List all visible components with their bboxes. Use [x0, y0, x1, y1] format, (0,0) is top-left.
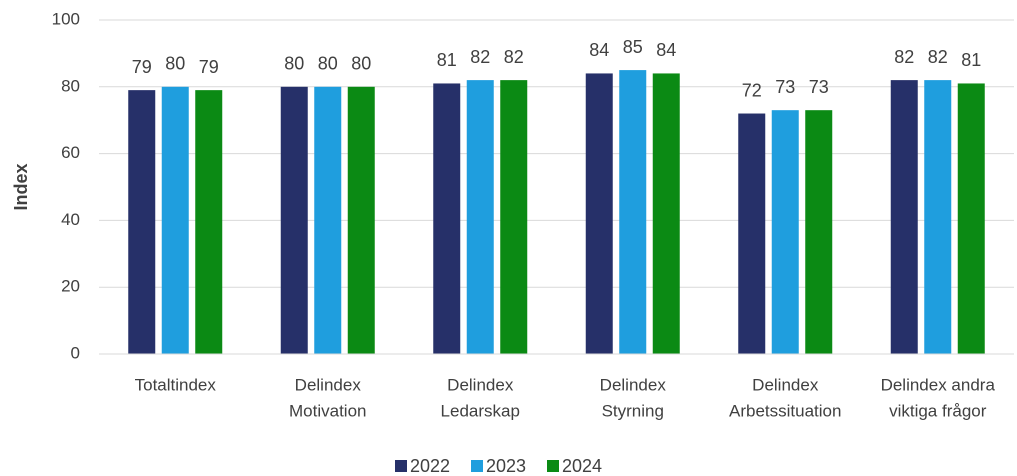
bar: [957, 83, 985, 355]
legend-swatch: [395, 460, 407, 472]
legend-swatch: [547, 460, 559, 472]
data-label: 79: [199, 57, 219, 77]
y-tick-label: 80: [61, 76, 80, 95]
bar: [771, 110, 799, 355]
bar: [347, 86, 375, 355]
x-tick-label: Ledarskap: [441, 401, 520, 420]
bar: [652, 73, 680, 354]
bar: [500, 80, 528, 355]
data-label: 82: [894, 47, 914, 67]
x-tick-label: Delindex: [447, 375, 514, 394]
y-tick-label: 60: [61, 143, 80, 162]
x-tick-label: Motivation: [289, 401, 366, 420]
bar: [161, 86, 189, 355]
data-label: 84: [589, 40, 609, 60]
bar: [280, 86, 308, 355]
data-label: 80: [165, 54, 185, 74]
data-label: 82: [470, 47, 490, 67]
data-label: 72: [742, 80, 762, 100]
legend-label: 2024: [562, 456, 602, 476]
x-tick-label: Delindex: [600, 375, 667, 394]
data-label: 82: [928, 47, 948, 67]
x-tick-label: Delindex: [752, 375, 819, 394]
y-axis-title: Index: [11, 163, 31, 210]
bar: [128, 90, 156, 354]
legend-label: 2023: [486, 456, 526, 476]
x-tick-label: Totaltindex: [135, 375, 217, 394]
x-tick-label: Arbetssituation: [729, 401, 841, 420]
bar: [805, 110, 833, 355]
bar: [195, 90, 223, 354]
y-tick-label: 100: [52, 9, 80, 28]
data-label: 79: [132, 57, 152, 77]
data-label: 81: [961, 50, 981, 70]
bar: [314, 86, 342, 355]
x-tick-label: Delindex: [295, 375, 362, 394]
bar: [433, 83, 461, 355]
bar: [585, 73, 613, 354]
data-label: 80: [351, 54, 371, 74]
x-tick-label: Delindex andra: [881, 375, 996, 394]
y-tick-label: 0: [71, 343, 80, 362]
bar: [619, 70, 647, 354]
data-label: 84: [656, 40, 676, 60]
y-tick-label: 40: [61, 210, 80, 229]
bar: [738, 113, 766, 355]
data-label: 82: [504, 47, 524, 67]
data-label: 80: [284, 54, 304, 74]
data-label: 81: [437, 50, 457, 70]
legend-swatch: [471, 460, 483, 472]
bar: [924, 80, 952, 355]
x-tick-label: Styrning: [602, 401, 664, 420]
data-label: 80: [318, 54, 338, 74]
data-label: 73: [809, 77, 829, 97]
bar: [890, 80, 918, 355]
data-label: 85: [623, 37, 643, 57]
x-tick-label: viktiga frågor: [889, 401, 987, 420]
bar: [466, 80, 494, 355]
data-label: 73: [775, 77, 795, 97]
legend-label: 2022: [410, 456, 450, 476]
y-tick-label: 20: [61, 277, 80, 296]
